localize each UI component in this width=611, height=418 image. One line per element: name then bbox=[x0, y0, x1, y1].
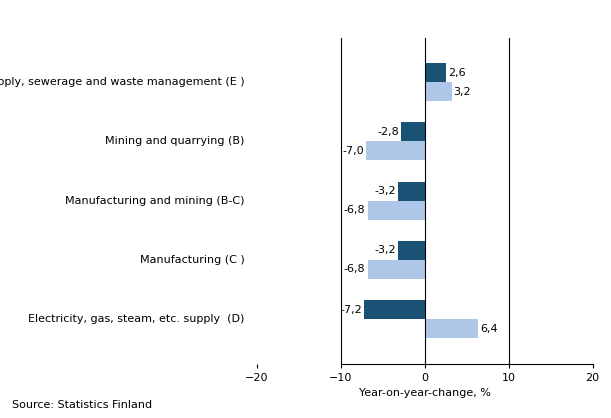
Bar bbox=[425, 63, 447, 82]
X-axis label: Year-on-year-change, %: Year-on-year-change, % bbox=[359, 388, 491, 398]
Bar bbox=[401, 122, 425, 141]
Text: Water supply, sewerage and waste management (E ): Water supply, sewerage and waste managem… bbox=[0, 77, 244, 87]
Text: Manufacturing and mining (B-C): Manufacturing and mining (B-C) bbox=[65, 196, 244, 206]
Text: -3,2: -3,2 bbox=[374, 245, 396, 255]
Text: Electricity, gas, steam, etc. supply  (D): Electricity, gas, steam, etc. supply (D) bbox=[28, 314, 244, 324]
Text: 3,2: 3,2 bbox=[453, 87, 471, 97]
Text: -2,8: -2,8 bbox=[377, 127, 399, 137]
Bar bbox=[425, 82, 452, 101]
Text: Source: Statistics Finland: Source: Statistics Finland bbox=[12, 400, 152, 410]
Bar bbox=[398, 241, 425, 260]
Text: Manufacturing (C ): Manufacturing (C ) bbox=[140, 255, 244, 265]
Text: Mining and quarrying (B): Mining and quarrying (B) bbox=[105, 136, 244, 146]
Text: 2,6: 2,6 bbox=[448, 68, 466, 78]
Text: -7,0: -7,0 bbox=[342, 146, 364, 156]
Bar bbox=[366, 141, 425, 161]
Text: -7,2: -7,2 bbox=[340, 305, 362, 315]
Bar bbox=[368, 260, 425, 279]
Text: 6,4: 6,4 bbox=[480, 324, 498, 334]
Bar bbox=[425, 319, 478, 338]
Bar bbox=[364, 300, 425, 319]
Text: -3,2: -3,2 bbox=[374, 186, 396, 196]
Bar bbox=[368, 201, 425, 219]
Text: -6,8: -6,8 bbox=[344, 205, 365, 215]
Text: -6,8: -6,8 bbox=[344, 265, 365, 274]
Bar bbox=[398, 182, 425, 201]
